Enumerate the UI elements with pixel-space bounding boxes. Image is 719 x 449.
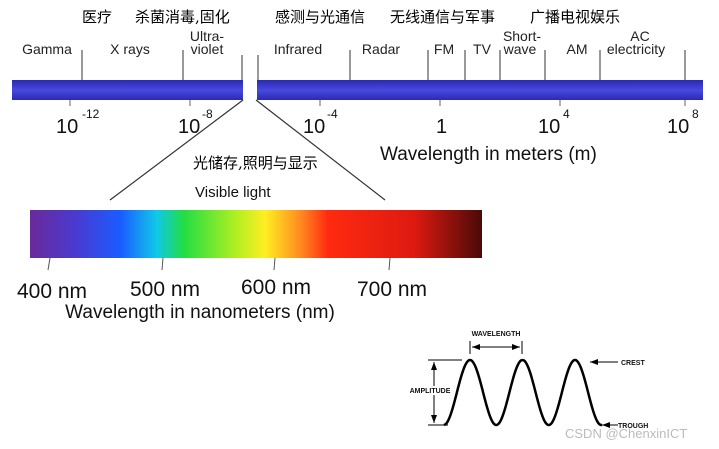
band-label: violet — [191, 41, 224, 57]
nm-label: 500 nm — [130, 278, 200, 301]
application-label: 光储存,照明与显示 — [193, 154, 318, 172]
band-dividers — [81, 50, 686, 80]
band-label: TV — [473, 41, 492, 57]
wave-label: TROUGH — [618, 423, 648, 430]
band-label: Infrared — [274, 41, 322, 57]
nm-scale: 400 nm 500 nm 600 nm 700 nm Wavelength i… — [17, 257, 427, 323]
scale-base: 10 — [667, 116, 689, 138]
band-label: wave — [503, 41, 537, 57]
watermark: CSDN @ChenxinICT — [565, 426, 687, 441]
visible-title: Visible light — [195, 184, 271, 201]
wave-label: AMPLITUDE — [410, 388, 451, 395]
zoom-lines — [109, 99, 386, 201]
axis-label: Wavelength in meters (m) — [380, 144, 597, 165]
scale-exponent: 8 — [692, 107, 699, 121]
band-label: Ultra- — [190, 28, 225, 44]
meter-scale: 10 -12 10 -8 10 -4 1 10 4 10 8 Wavelengt… — [56, 107, 699, 165]
wave-diagram: WAVELENGTH AMPLITUDE CREST TROUGH — [408, 331, 648, 430]
scale-exponent: 4 — [563, 107, 570, 121]
scale-base: 1 — [436, 116, 447, 138]
scale-exponent: -4 — [327, 107, 338, 121]
band-label: AC — [630, 28, 649, 44]
band-label: FM — [434, 41, 454, 57]
scale-base: 10 — [538, 116, 560, 138]
scale-exponent: -12 — [82, 107, 100, 121]
nm-label: 600 nm — [241, 276, 311, 299]
bar-segment — [12, 80, 243, 100]
scale-base: 10 — [303, 116, 325, 138]
wave-label: WAVELENGTH — [472, 331, 521, 338]
bar-segment — [257, 80, 703, 100]
nm-label: 400 nm — [17, 280, 87, 303]
band-label: Short- — [503, 28, 541, 44]
scale-exponent: -8 — [202, 107, 213, 121]
band-label: X rays — [110, 41, 150, 57]
band-label: Gamma — [22, 41, 72, 57]
scale-base: 10 — [178, 116, 200, 138]
spectrum-bar — [12, 80, 703, 106]
application-label: 广播电视娱乐 — [530, 8, 620, 26]
application-label: 感测与光通信 — [275, 8, 365, 26]
application-label: 医疗 — [82, 8, 112, 26]
scale-base: 10 — [56, 116, 78, 138]
band-label: AM — [567, 41, 588, 57]
axis-label: Wavelength in nanometers (nm) — [65, 302, 335, 323]
band-label: Radar — [362, 41, 400, 57]
band-label: electricity — [607, 41, 665, 57]
wave — [443, 358, 603, 427]
application-label: 杀菌消毒,固化 — [135, 8, 230, 26]
nm-label: 700 nm — [357, 278, 427, 301]
visible-spectrum — [30, 210, 482, 258]
application-label: 无线通信与军事 — [390, 8, 495, 26]
wave-label: CREST — [621, 360, 645, 367]
applications: 医疗 杀菌消毒,固化 感测与光通信 无线通信与军事 广播电视娱乐 — [82, 8, 620, 26]
band-labels: Gamma X rays Ultra- violet Infrared Rada… — [22, 28, 665, 57]
